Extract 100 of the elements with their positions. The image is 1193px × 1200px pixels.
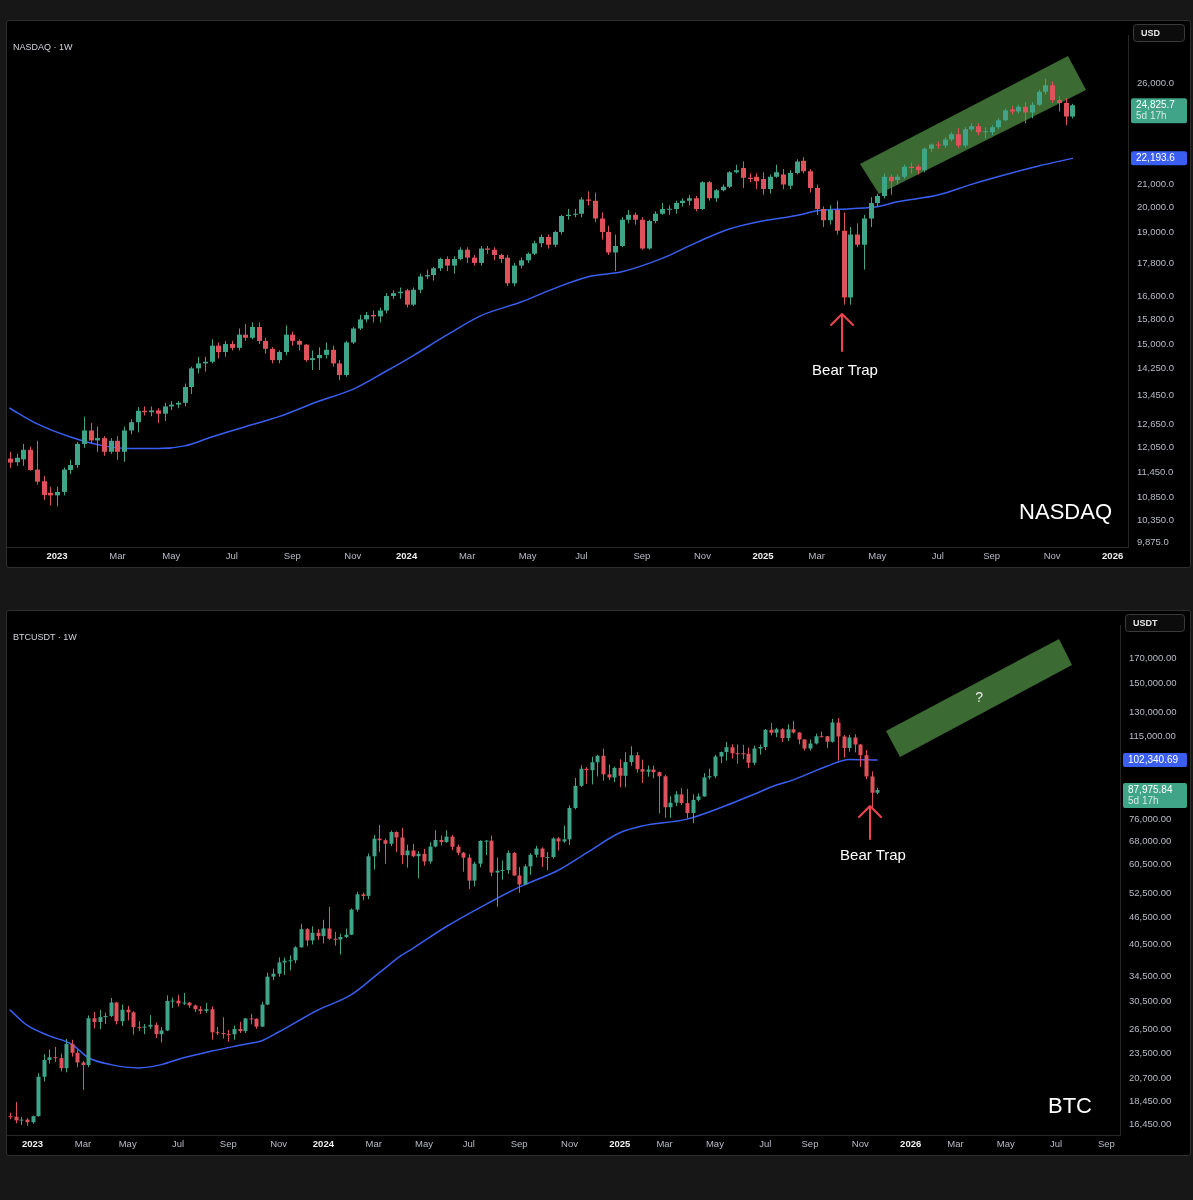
candlestick bbox=[545, 851, 550, 871]
x-tick-label: 2023 bbox=[22, 1138, 44, 1150]
candlestick bbox=[478, 839, 483, 868]
candlestick bbox=[828, 204, 833, 226]
candlestick bbox=[114, 1001, 119, 1025]
y-tick-label: 10,350.0 bbox=[1137, 513, 1174, 525]
text: 24,825.7 bbox=[1136, 99, 1176, 111]
candlestick bbox=[163, 402, 168, 422]
candlestick bbox=[761, 171, 766, 196]
y-tick-label: 34,500.00 bbox=[1129, 970, 1172, 982]
y-tick-label: 20,000.0 bbox=[1137, 201, 1174, 213]
x-tick-label: Nov bbox=[344, 550, 362, 562]
candlestick bbox=[559, 214, 564, 236]
x-tick-label: Mar bbox=[947, 1138, 964, 1150]
candlestick bbox=[321, 919, 326, 944]
candlestick bbox=[618, 758, 623, 788]
text: 5d 17h bbox=[1136, 110, 1167, 122]
candlestick bbox=[640, 759, 645, 784]
annotation: ? bbox=[975, 688, 984, 705]
x-tick-label: Mar bbox=[656, 1138, 673, 1150]
y-tick-label: 15,000.0 bbox=[1137, 337, 1174, 349]
x-tick-label: Mar bbox=[365, 1138, 382, 1150]
x-tick-label: Nov bbox=[561, 1138, 579, 1150]
x-tick-label: Sep bbox=[510, 1138, 528, 1150]
candlestick bbox=[372, 834, 377, 871]
candlestick bbox=[384, 292, 389, 314]
annotation: Bear Trap bbox=[840, 846, 906, 864]
candlestick bbox=[383, 838, 388, 865]
candlestick bbox=[428, 841, 433, 865]
y-tick-label: 52,500.00 bbox=[1129, 886, 1172, 898]
candlestick bbox=[237, 328, 242, 351]
candlestick bbox=[405, 288, 410, 309]
candlestick bbox=[869, 196, 874, 228]
candlestick bbox=[189, 366, 194, 395]
candlestick bbox=[835, 200, 840, 236]
annotation: NASDAQ bbox=[1019, 499, 1112, 525]
x-tick-label: Jul bbox=[225, 550, 238, 562]
candlestick bbox=[707, 180, 712, 202]
candlestick bbox=[788, 169, 793, 190]
candlestick bbox=[411, 287, 416, 307]
candlestick bbox=[484, 839, 489, 856]
candlestick bbox=[472, 861, 477, 887]
candlestick bbox=[394, 830, 399, 853]
candlestick bbox=[284, 324, 289, 356]
y-tick-label: 115,000.00 bbox=[1129, 730, 1176, 742]
y-tick-label: 23,500.00 bbox=[1129, 1046, 1172, 1058]
candlestick bbox=[98, 1009, 103, 1030]
x-tick-label: Jul bbox=[575, 550, 588, 562]
candlestick bbox=[327, 906, 332, 941]
candlestick bbox=[836, 717, 841, 762]
candlestick bbox=[936, 140, 941, 150]
candlestick bbox=[81, 1060, 86, 1091]
candlestick bbox=[606, 225, 611, 256]
candlestick bbox=[579, 196, 584, 218]
y-tick-label: 170,000.00 bbox=[1129, 652, 1177, 664]
y-tick-label: 40,500.00 bbox=[1129, 938, 1172, 950]
candlestick bbox=[142, 1023, 147, 1035]
candlestick bbox=[109, 997, 114, 1018]
candlestick bbox=[855, 222, 860, 248]
y-tick-label: 76,000.00 bbox=[1129, 812, 1172, 824]
x-tick-label: Jul bbox=[1050, 1138, 1063, 1150]
candlestick bbox=[864, 749, 869, 780]
candlestick bbox=[667, 204, 672, 216]
line-series bbox=[9, 157, 1074, 450]
candlestick bbox=[288, 954, 293, 971]
candlestick bbox=[89, 422, 94, 445]
candlestick bbox=[28, 446, 33, 472]
y-tick-label: 26,000.0 bbox=[1137, 76, 1174, 88]
candlestick bbox=[317, 346, 322, 371]
candlestick bbox=[182, 992, 187, 1006]
x-tick-label: Mar bbox=[458, 550, 476, 562]
candlestick bbox=[763, 728, 768, 751]
x-tick-label: Mar bbox=[74, 1138, 92, 1150]
candlestick bbox=[956, 127, 961, 149]
candlestick bbox=[815, 184, 820, 216]
candlestick bbox=[842, 734, 847, 759]
x-tick-label: Sep bbox=[633, 550, 651, 562]
x-tick-label: Jul bbox=[171, 1138, 185, 1150]
candlestick bbox=[226, 1029, 231, 1043]
candlestick bbox=[540, 846, 545, 868]
x-tick-label: 2025 bbox=[609, 1138, 632, 1150]
candlestick bbox=[600, 211, 605, 241]
text: 102,340.69 bbox=[1128, 753, 1179, 765]
candlestick bbox=[1050, 81, 1055, 104]
candlestick bbox=[115, 435, 120, 461]
candlestick bbox=[418, 273, 423, 294]
candlestick bbox=[629, 745, 634, 767]
x-tick-label: May bbox=[868, 550, 887, 562]
x-tick-label: May bbox=[996, 1138, 1015, 1150]
y-tick-label: 16,450.00 bbox=[1129, 1117, 1172, 1129]
y-axis-title: USD bbox=[1141, 27, 1161, 38]
y-tick-label: 46,500.00 bbox=[1129, 910, 1172, 922]
x-tick-label: Mar bbox=[808, 550, 825, 562]
y-tick-label: 68,000.00 bbox=[1129, 835, 1172, 847]
candlestick bbox=[579, 764, 584, 788]
y-tick-label: 18,450.00 bbox=[1129, 1095, 1172, 1107]
candlestick bbox=[495, 857, 500, 908]
candlestick bbox=[889, 174, 894, 196]
candlestick bbox=[305, 927, 310, 947]
candlestick bbox=[983, 126, 988, 139]
